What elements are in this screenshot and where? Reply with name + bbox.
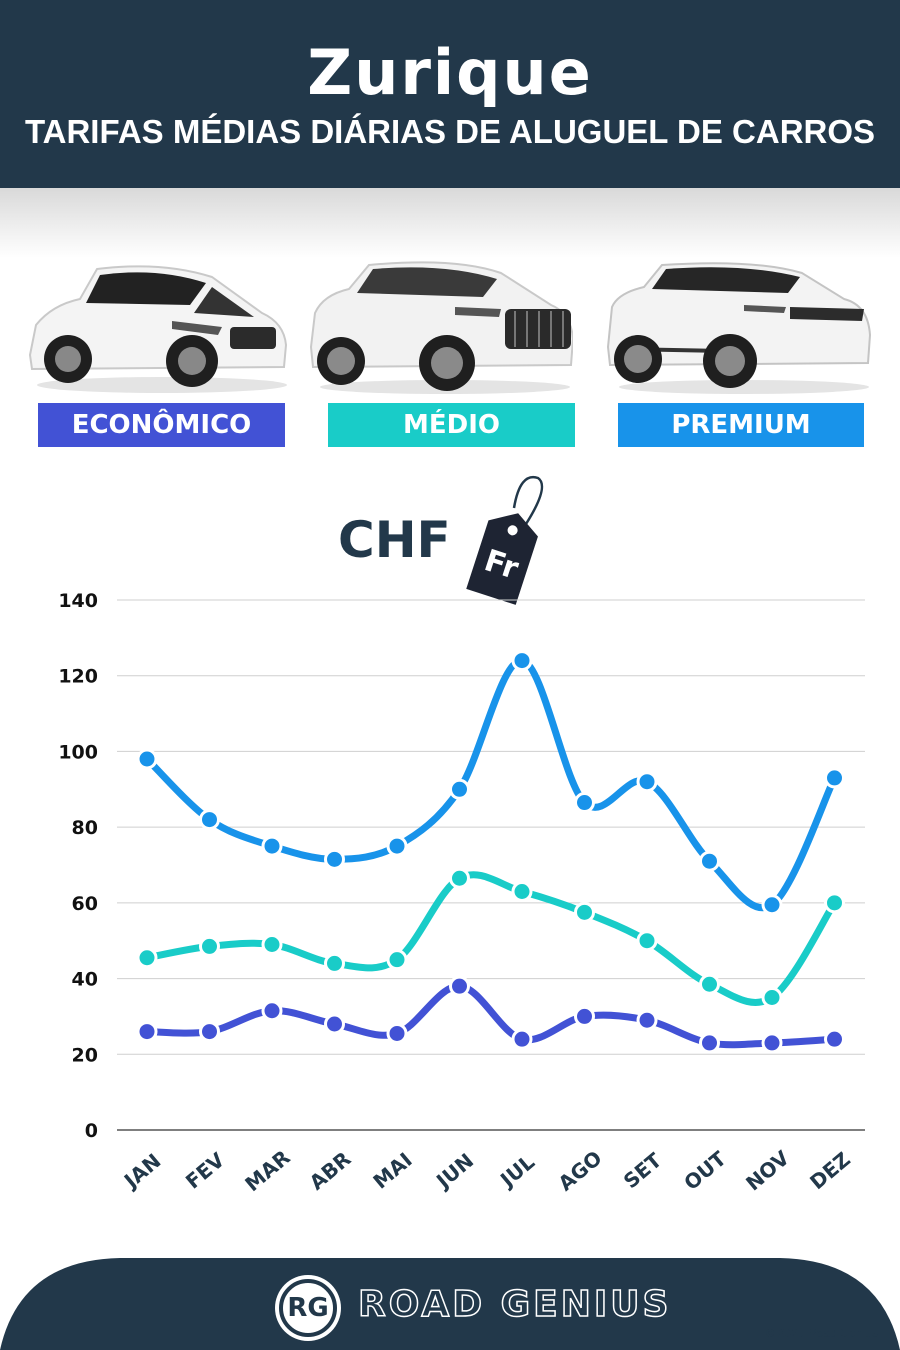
x-tick-label: ABR [305,1147,356,1195]
y-tick-label: 0 [85,1120,98,1142]
footer: RG ROAD GENIUS © 2025 Road Genius [0,1250,900,1350]
data-point [261,1000,283,1022]
x-tick-label: NOV [741,1145,794,1195]
data-point [386,1022,408,1044]
series-line [143,657,838,912]
data-point [761,1032,783,1054]
data-point [636,930,658,952]
data-point [199,935,220,957]
data-point [261,934,283,955]
data-point [324,1013,345,1035]
data-point [324,952,345,974]
currency-label: CHF [338,511,451,569]
data-point [511,1028,533,1050]
data-point [824,1028,845,1050]
page-title: Zurique [307,36,593,109]
data-point [449,975,470,997]
header-shadow [0,188,900,258]
footer-background [0,1258,900,1350]
data-point [199,1021,220,1043]
x-tick-label: MAR [240,1145,294,1196]
data-point [699,973,720,995]
x-tick-label: DEZ [805,1147,855,1194]
data-point [261,835,283,857]
data-point [761,987,783,1008]
x-tick-label: MAI [368,1148,416,1194]
y-tick-label: 100 [58,741,98,763]
line-chart: 0 20 40 60 80 100 120 140 JAN FEV MAR ABR MAI JUN JUL A… [58,590,865,1196]
economy-car-image [28,265,288,393]
data-point [636,771,658,793]
y-tick-label: 120 [58,666,98,688]
x-tick-label: JUN [430,1148,478,1194]
copyright-text: © 2025 Road Genius [765,1326,878,1340]
data-point [136,748,158,770]
x-tick-label: FEV [181,1147,230,1193]
category-label-medio: MÉDIO [328,403,575,447]
data-point [699,1032,720,1054]
x-tick-label: JUL [494,1150,539,1193]
x-tick-label: OUT [679,1146,731,1195]
x-tick-label: SET [619,1148,667,1193]
y-tick-label: 20 [72,1044,98,1066]
premium-suv-image [606,262,872,394]
data-point [386,835,408,857]
y-tick-label: 80 [72,817,98,839]
data-point [574,1005,595,1027]
midsize-suv-image [309,261,573,394]
category-label-economico: ECONÔMICO [38,403,285,447]
logo-monogram: RG [279,1279,337,1337]
data-point [199,809,220,831]
price-tag-icon: Fr [466,475,544,605]
x-tick-label: AGO [554,1146,607,1196]
x-tick-label: JAN [118,1149,165,1194]
data-point [449,867,470,889]
data-point [136,947,158,969]
brand-name: ROAD GENIUS [357,1283,672,1326]
data-point [824,892,845,914]
data-point [574,901,595,923]
data-point [574,792,595,814]
page-subtitle: TARIFAS MÉDIAS DIÁRIAS DE ALUGUEL DE CAR… [24,113,876,150]
data-point [636,1009,658,1031]
data-point [386,949,408,971]
road-genius-logo: RG [275,1275,341,1341]
series-line [143,871,838,1006]
data-point [824,767,845,789]
category-label-premium: PREMIUM [618,403,864,447]
header-banner: Zurique TARIFAS MÉDIAS DIÁRIAS DE ALUGUE… [0,0,900,188]
data-point [136,1021,158,1043]
y-tick-label: 60 [72,893,98,915]
data-point [324,848,345,870]
data-point [761,894,783,916]
data-point [449,778,470,800]
y-tick-label: 140 [58,590,98,612]
y-tick-label: 40 [72,969,98,991]
data-point [699,850,720,872]
data-point [511,650,533,672]
data-point [511,881,533,902]
